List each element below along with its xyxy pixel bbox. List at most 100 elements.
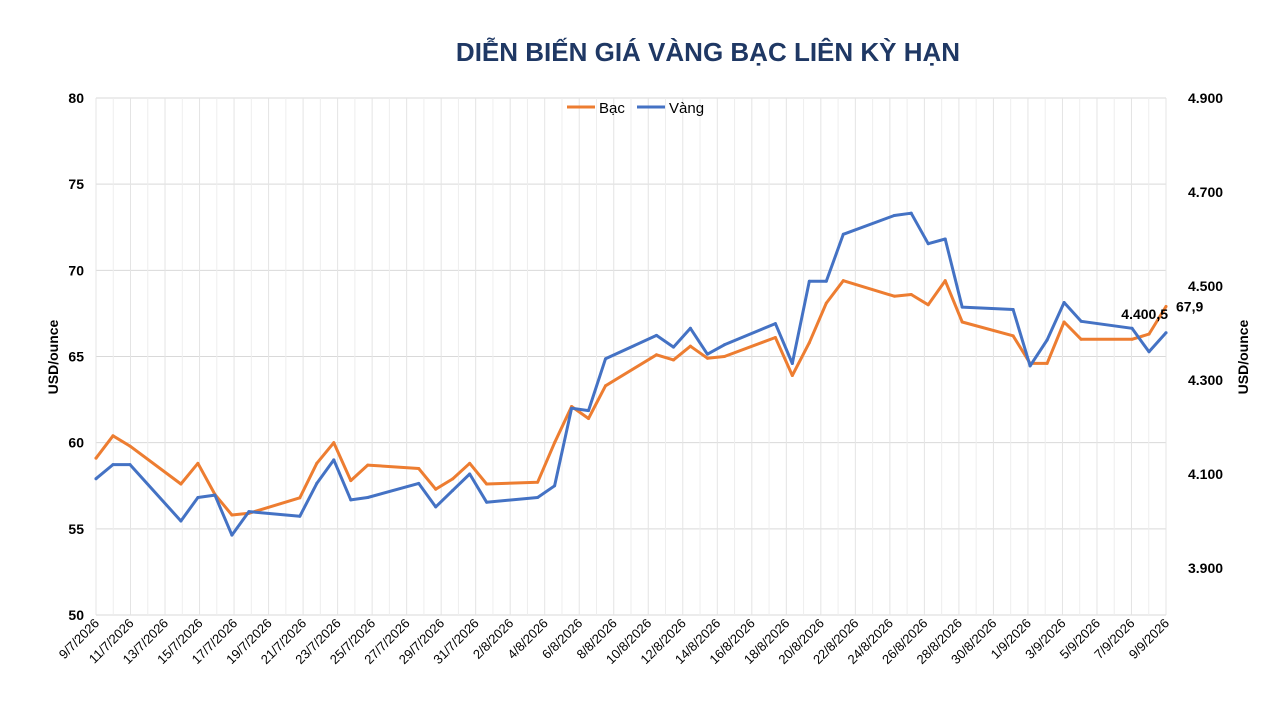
data-point xyxy=(943,237,947,241)
data-point xyxy=(111,434,115,438)
data-point xyxy=(451,477,455,481)
data-point xyxy=(553,484,557,488)
data-point xyxy=(1147,332,1151,336)
y-right-tick-label: 4.700 xyxy=(1188,184,1223,200)
data-point xyxy=(1079,319,1083,323)
data-point xyxy=(1045,361,1049,365)
y-axis-left-title: USD/ounce xyxy=(45,319,61,394)
data-point xyxy=(892,214,896,217)
data-point xyxy=(1062,300,1066,304)
data-point xyxy=(349,498,353,502)
data-point xyxy=(960,320,964,324)
data-point xyxy=(722,343,726,347)
data-point xyxy=(230,513,234,517)
data-point xyxy=(1045,338,1049,342)
data-point xyxy=(366,463,370,467)
data-point xyxy=(773,336,777,340)
data-point xyxy=(417,467,421,471)
data-point xyxy=(196,461,200,465)
data-point xyxy=(315,481,319,485)
data-point xyxy=(1011,308,1015,311)
data-point xyxy=(654,333,658,337)
data-point xyxy=(604,357,608,361)
data-point xyxy=(1130,326,1134,330)
y-right-tick-label: 4.100 xyxy=(1188,466,1223,482)
data-point xyxy=(128,444,132,448)
data-point xyxy=(909,211,913,215)
data-labels: 67,9 4.400,5 xyxy=(1121,299,1203,322)
data-point xyxy=(841,279,845,283)
data-point xyxy=(485,482,489,486)
data-point xyxy=(434,487,438,491)
data-point xyxy=(1011,334,1015,338)
data-point xyxy=(298,496,302,500)
data-point xyxy=(213,493,217,497)
data-point xyxy=(807,341,811,345)
legend-label: Bạc xyxy=(599,100,625,117)
x-axis: 9/7/202611/7/202613/7/202615/7/202617/7/… xyxy=(56,616,1172,668)
data-point xyxy=(1028,364,1032,368)
data-point xyxy=(604,384,608,388)
y-right-tick-label: 4.300 xyxy=(1188,372,1223,388)
data-point xyxy=(960,305,964,309)
y-left-tick-label: 75 xyxy=(68,176,84,192)
data-point xyxy=(451,488,455,492)
data-point xyxy=(94,456,98,460)
data-point xyxy=(705,352,709,356)
data-point xyxy=(179,482,183,486)
y-left-tick-label: 70 xyxy=(68,262,84,278)
data-point xyxy=(349,479,353,483)
data-point xyxy=(230,533,234,537)
data-point xyxy=(773,322,777,326)
data-point xyxy=(553,441,557,445)
data-point xyxy=(247,510,251,514)
data-point xyxy=(570,406,574,410)
y-left-tick-label: 55 xyxy=(68,521,84,537)
y-left-tick-label: 50 xyxy=(68,607,84,623)
data-point xyxy=(468,472,472,476)
data-point xyxy=(807,279,811,283)
data-point xyxy=(179,519,183,523)
data-point xyxy=(332,458,336,462)
data-point xyxy=(485,500,489,504)
chart-title: DIỄN BIẾN GIÁ VÀNG BẠC LIÊN KỲ HẠN xyxy=(456,37,960,67)
y-right-tick-label: 3.900 xyxy=(1188,560,1223,576)
data-point xyxy=(128,463,132,467)
series-line-bac xyxy=(94,279,1168,517)
data-point xyxy=(196,496,200,499)
grid xyxy=(95,97,1167,616)
data-point xyxy=(587,417,591,421)
y-axis-left: 50 55 60 65 70 75 80 xyxy=(68,90,84,623)
data-point xyxy=(468,461,472,465)
data-point xyxy=(1164,305,1168,309)
y-left-tick-label: 60 xyxy=(68,435,84,451)
data-point xyxy=(892,294,896,298)
data-point xyxy=(790,362,794,366)
data-point xyxy=(417,481,421,485)
data-point xyxy=(654,353,658,357)
data-point xyxy=(909,292,913,296)
y-axis-right: 3.900 4.100 4.300 4.500 4.700 4.900 xyxy=(1188,90,1223,576)
y-left-tick-label: 80 xyxy=(68,90,84,106)
data-point xyxy=(298,514,302,518)
data-point xyxy=(722,355,726,358)
data-point xyxy=(926,242,930,246)
y-right-tick-label: 4.900 xyxy=(1188,90,1223,106)
data-point xyxy=(1062,320,1066,324)
data-point xyxy=(1147,350,1151,354)
legend-label: Vàng xyxy=(669,100,704,117)
y-right-tick-label: 4.500 xyxy=(1188,278,1223,294)
data-point xyxy=(94,477,98,481)
data-point xyxy=(1079,337,1083,341)
data-point xyxy=(434,505,438,509)
data-point xyxy=(587,409,591,413)
data-label: 67,9 xyxy=(1176,299,1203,315)
data-point xyxy=(824,301,828,305)
legend: Bạc Vàng xyxy=(567,100,704,117)
data-point xyxy=(1130,337,1134,341)
data-point xyxy=(111,463,115,467)
data-label: 4.400,5 xyxy=(1121,306,1168,322)
data-point xyxy=(705,356,709,360)
data-point xyxy=(315,461,319,465)
